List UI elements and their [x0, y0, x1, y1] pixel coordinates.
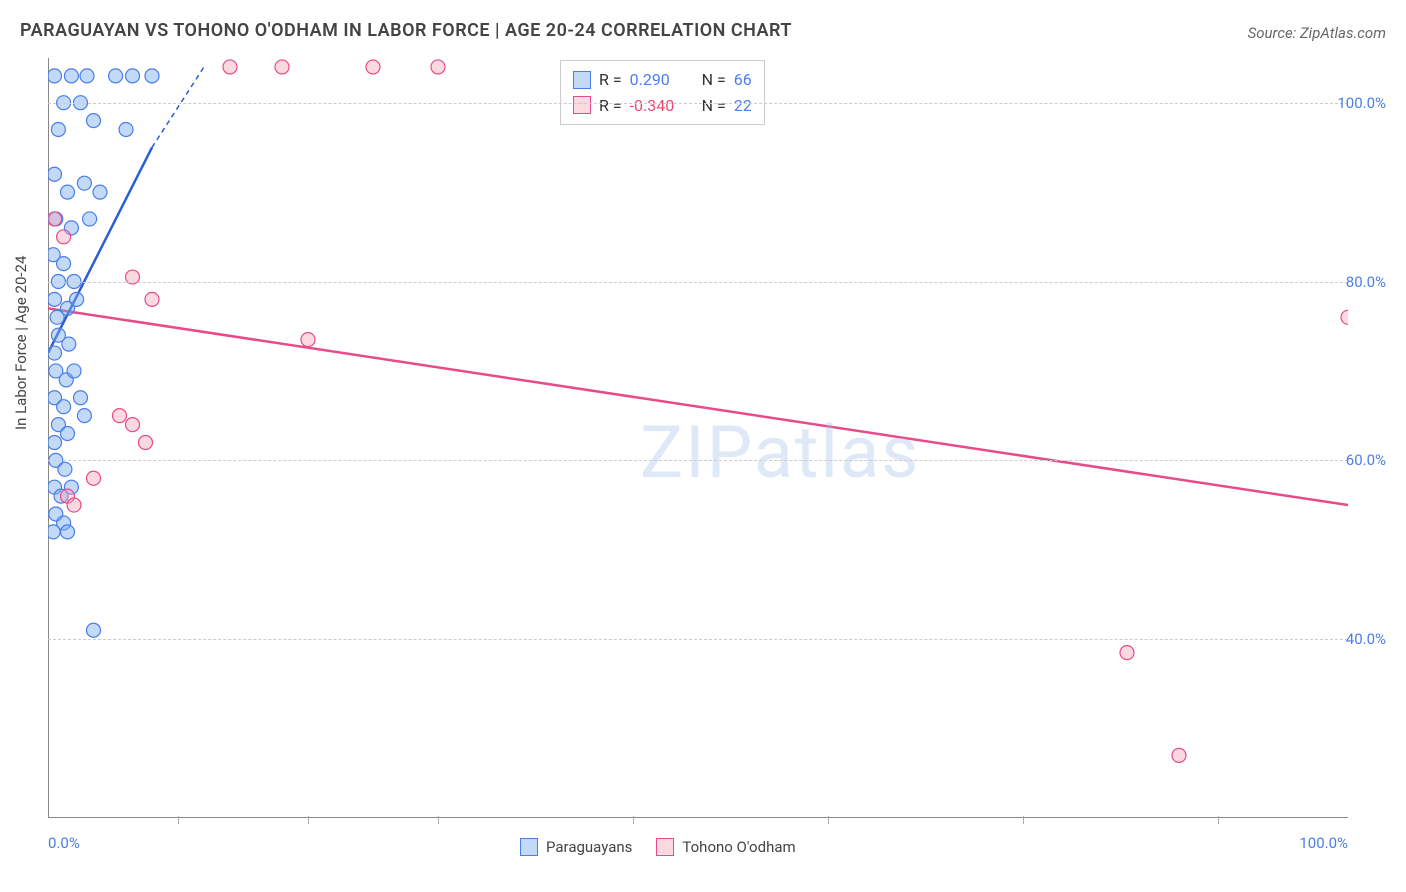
swatch-icon [573, 71, 591, 89]
legend-row-tohono: R = -0.340 N = 22 [573, 93, 752, 119]
n-value: 22 [734, 93, 752, 119]
x-tick-mark [308, 816, 309, 824]
gridline [48, 103, 1348, 104]
x-tick-mark [1218, 816, 1219, 824]
legend-row-paraguayans: R = 0.290 N = 66 [573, 67, 752, 93]
gridline [48, 639, 1348, 640]
swatch-icon [573, 96, 591, 114]
y-axis-label: In Labor Force | Age 20-24 [12, 256, 30, 430]
r-label: R = [599, 93, 622, 119]
n-value: 66 [734, 67, 752, 93]
gridline [48, 282, 1348, 283]
legend-item-tohono: Tohono O'odham [656, 838, 795, 856]
swatch-icon [656, 838, 674, 856]
y-tick-label: 60.0% [1346, 451, 1386, 469]
correlation-legend: R = 0.290 N = 66 R = -0.340 N = 22 [560, 60, 765, 125]
y-tick-label: 80.0% [1346, 273, 1386, 291]
chart-title: PARAGUAYAN VS TOHONO O'ODHAM IN LABOR FO… [20, 20, 792, 41]
n-label: N = [702, 67, 726, 93]
legend-item-paraguayans: Paraguayans [520, 838, 632, 856]
r-label: R = [599, 67, 622, 93]
x-tick-mark [828, 816, 829, 824]
x-tick-mark [178, 816, 179, 824]
x-tick-max: 100.0% [1299, 834, 1348, 852]
x-tick-mark [438, 816, 439, 824]
x-tick-min: 0.0% [48, 834, 80, 852]
source-attribution: Source: ZipAtlas.com [1248, 24, 1386, 42]
x-tick-mark [633, 816, 634, 824]
gridline [48, 460, 1348, 461]
chart-plot-area [48, 58, 1348, 818]
swatch-icon [520, 838, 538, 856]
legend-label: Tohono O'odham [682, 838, 795, 856]
y-tick-label: 40.0% [1346, 630, 1386, 648]
legend-label: Paraguayans [546, 838, 632, 856]
series-legend: Paraguayans Tohono O'odham [520, 838, 796, 856]
r-value: 0.290 [630, 67, 686, 93]
x-tick-mark [1023, 816, 1024, 824]
y-tick-label: 100.0% [1337, 94, 1386, 112]
r-value: -0.340 [630, 93, 686, 119]
n-label: N = [702, 93, 726, 119]
